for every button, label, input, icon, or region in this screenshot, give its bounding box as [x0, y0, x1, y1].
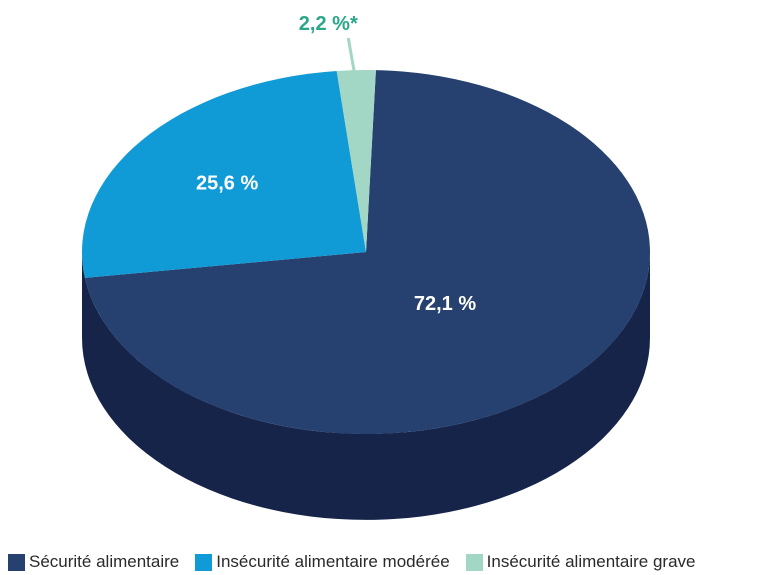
pie-labels: 72,1 % 25,6 % 2,2 %* [196, 13, 476, 315]
pie-chart: 72,1 % 25,6 % 2,2 %* [81, 13, 651, 520]
legend-item-insecurite-moderee: Insécurité alimentaire modérée [195, 552, 450, 572]
legend-swatch-insecurite-moderee [195, 553, 213, 571]
legend-item-securite: Sécurité alimentaire [8, 552, 179, 572]
leader-line-insecurite-grave [346, 37, 356, 73]
pie-top [81, 70, 651, 435]
slice-securite [84, 70, 651, 435]
legend-swatch-securite [8, 553, 25, 571]
slice-insecurite-moderee [81, 70, 366, 278]
legend-label-insecurite-moderee: Insécurité alimentaire modérée [216, 552, 450, 571]
label-insecurite-grave: 2,2 %* [299, 13, 358, 35]
legend-swatch-insecurite-grave [465, 553, 483, 571]
pie-side [82, 252, 650, 520]
slice-insecurite-grave [336, 70, 376, 252]
legend: Sécurité alimentaire Insécurité alimenta… [8, 552, 695, 572]
label-securite: 72,1 % [414, 293, 476, 315]
legend-item-insecurite-grave: Insécurité alimentaire grave [465, 552, 696, 572]
pie-side-wall [82, 252, 650, 520]
legend-label-securite: Sécurité alimentaire [29, 552, 180, 571]
label-insecurite-moderee: 25,6 % [196, 173, 258, 195]
legend-label-insecurite-grave: Insécurité alimentaire grave [486, 552, 696, 571]
